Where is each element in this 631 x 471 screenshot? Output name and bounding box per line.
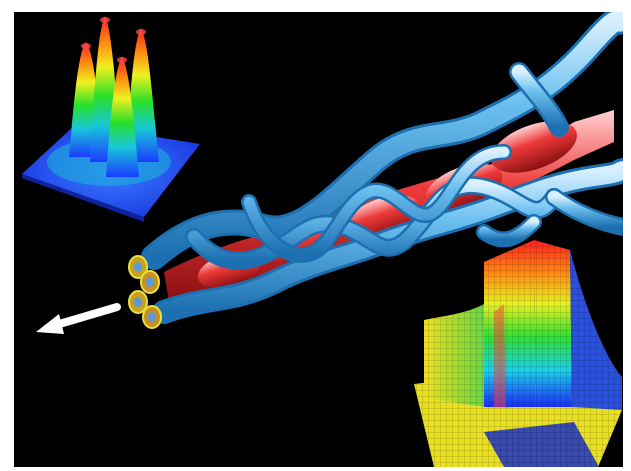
- blue-vortex-tubes: [141, 12, 623, 324]
- beam-cross-section: [128, 255, 162, 329]
- four-peak-intensity-surface: [22, 16, 200, 222]
- scene-svg: [22, 12, 623, 467]
- arrow-left-icon: [36, 303, 121, 334]
- scene-canvas: [14, 12, 623, 467]
- phase-singularity-surface: [414, 240, 622, 467]
